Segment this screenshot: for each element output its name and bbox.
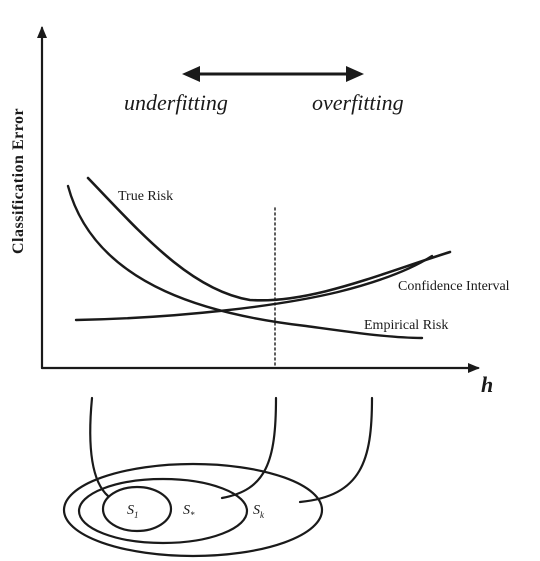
overfitting-label: overfitting: [312, 90, 404, 115]
empirical-risk-label: Empirical Risk: [364, 318, 448, 333]
set-s-star-label: S*: [183, 503, 195, 520]
set-sk-label: Sk: [253, 503, 265, 520]
connector-s1: [89, 396, 110, 498]
confidence-interval-label: Confidence Interval: [398, 279, 510, 294]
regime-arrow-right-head: [346, 66, 364, 82]
connector-sk: [298, 396, 374, 504]
set-s1-ellipse: [101, 485, 173, 533]
true-risk-label: True Risk: [118, 189, 173, 204]
regime-arrow-left-head: [182, 66, 200, 82]
underfitting-label: underfitting: [124, 90, 228, 115]
confidence-interval-curve: [74, 254, 434, 322]
set-s1-label: S1: [127, 503, 139, 520]
empirical-risk-curve: [66, 184, 424, 340]
connector-s-star: [220, 396, 278, 500]
set-sk-ellipse: [62, 462, 324, 558]
y-axis-label: Classification Error: [10, 108, 27, 254]
x-axis-label: h: [481, 372, 493, 397]
true-risk-curve: [86, 176, 452, 302]
set-s-star-ellipse: [77, 477, 249, 545]
